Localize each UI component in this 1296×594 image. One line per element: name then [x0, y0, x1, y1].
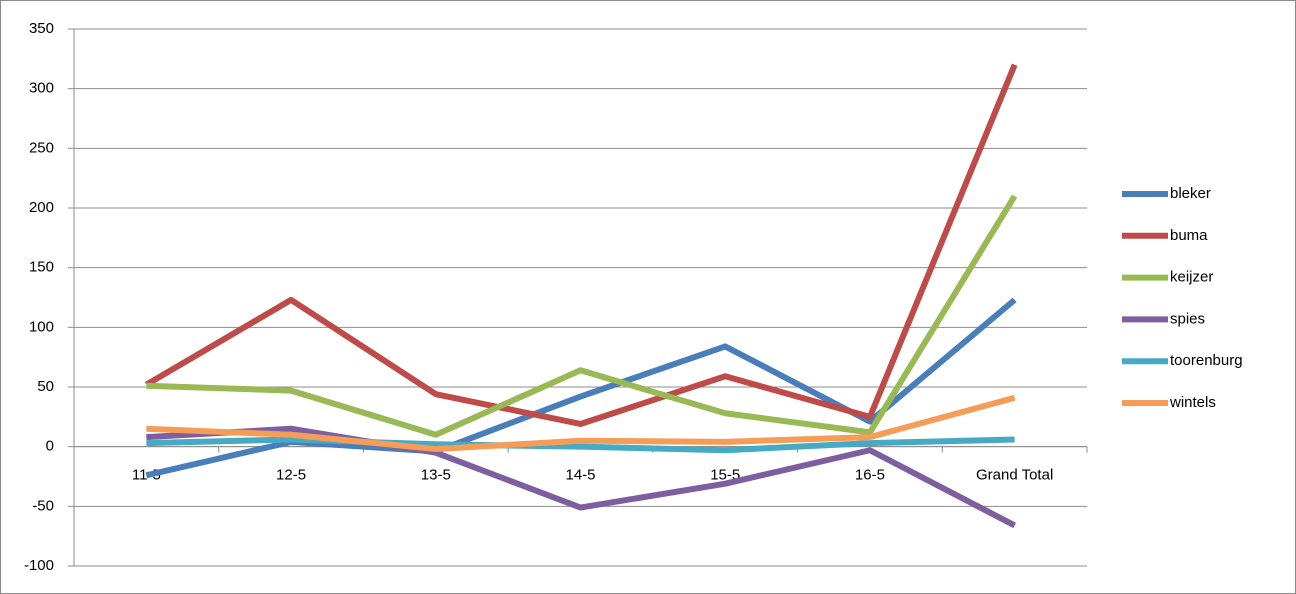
legend-label: wintels	[1169, 394, 1216, 411]
y-tick-label: -100	[24, 557, 54, 574]
x-tick-label: 12-5	[276, 467, 306, 484]
legend-label: bleker	[1170, 185, 1211, 202]
y-tick-label: 50	[37, 378, 54, 395]
x-tick-label: Grand Total	[976, 467, 1053, 484]
legend-label: keijzer	[1170, 269, 1213, 286]
y-tick-label: 350	[29, 20, 54, 37]
x-tick-label: 14-5	[565, 467, 595, 484]
y-tick-label: -50	[32, 497, 54, 514]
y-tick-label: 0	[46, 438, 54, 455]
series-line	[144, 63, 1018, 427]
legend-label: spies	[1170, 310, 1205, 327]
y-tick-label: 300	[29, 80, 54, 97]
series-line	[146, 436, 1015, 454]
legend-label: buma	[1170, 227, 1208, 244]
y-tick-label: 100	[29, 318, 54, 335]
series-line	[146, 194, 1018, 438]
series-line	[146, 425, 1017, 529]
series-line	[146, 394, 1016, 453]
y-tick-label: 150	[29, 259, 54, 276]
y-tick-label: 250	[29, 139, 54, 156]
x-tick-label: 13-5	[421, 467, 451, 484]
legend-label: toorenburg	[1170, 352, 1243, 369]
y-tick-label: 200	[29, 199, 54, 216]
x-tick-label: 16-5	[855, 467, 885, 484]
